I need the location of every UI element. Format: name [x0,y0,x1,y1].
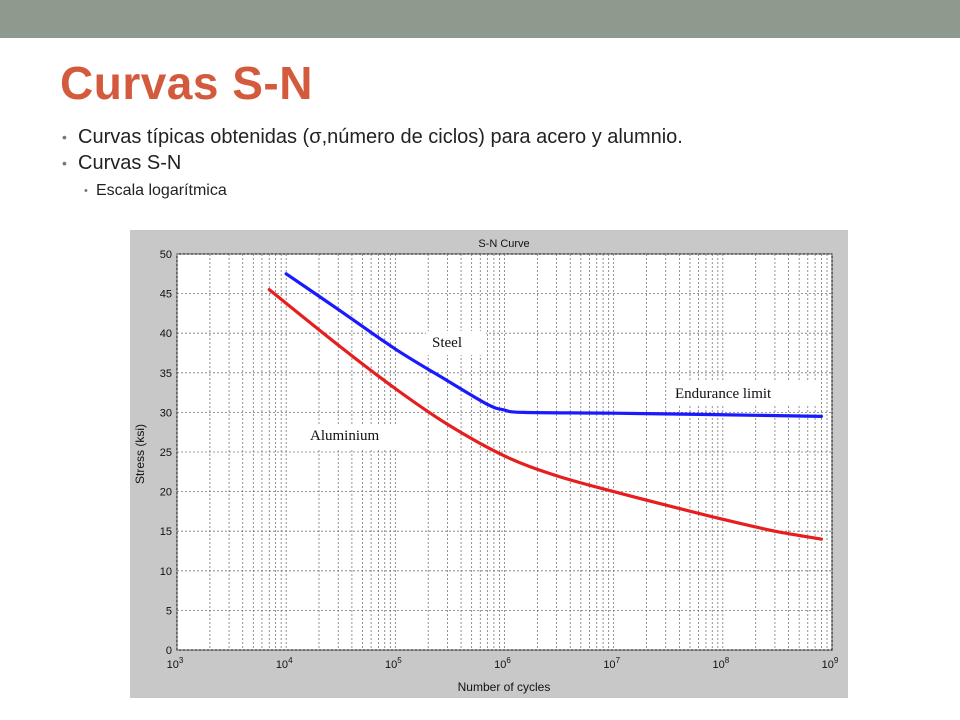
y-tick-label: 5 [166,605,172,617]
grid-lines [176,253,833,651]
annotation-endurance-limit-box [669,382,819,406]
x-tick-label: 107 [603,656,620,671]
x-tick-label: 109 [822,656,839,671]
y-axis-label: Stress (ksi) [133,424,147,484]
chart-title: S-N Curve [478,238,529,250]
annotation-aluminium-box [304,424,404,448]
x-tick-label: 103 [167,656,184,671]
y-tick-label: 30 [160,407,172,419]
annotation-aluminium: Aluminium [310,428,380,444]
x-tick-label: 108 [712,656,729,671]
bullet-text: Curvas típicas obtenidas (σ,número de ci… [78,126,683,148]
x-tick-label: 106 [494,656,511,671]
series-line-steel [284,272,824,418]
bullet-item: • Curvas típicas obtenidas (σ,número de … [60,124,920,150]
y-tick-label: 15 [160,526,172,538]
bullet-text: Curvas S-N [78,152,182,174]
annotation-endurance-limit: Endurance limit [675,386,772,402]
sub-bullet-item: • Escala logarítmica [82,178,920,204]
bullet-dot-icon: • [62,129,67,145]
y-tick-label: 0 [166,645,172,657]
sub-bullet-text: Escala logarítmica [96,182,227,199]
top-accent-bar [0,0,960,38]
y-tick-label: 20 [160,487,172,499]
sn-chart-svg: 0 5 10 15 20 25 30 35 40 45 50 103 104 105 106 107 108 10… [130,230,848,698]
x-tick-label: 104 [276,656,293,671]
y-tick-label: 45 [160,289,172,301]
bullet-list: • Curvas típicas obtenidas (σ,número de … [60,124,920,204]
axis-ticks: 0 5 10 15 20 25 30 35 40 45 50 103 104 105 106 107 108 10… [160,249,839,671]
slide-title: Curvas S-N [60,57,313,109]
y-tick-label: 35 [160,368,172,380]
annotation-steel: Steel [432,335,462,351]
annotation-steel-box [426,331,486,355]
x-tick-label: 105 [385,656,402,671]
x-axis-label: Number of cycles [458,680,551,694]
y-tick-label: 10 [160,566,172,578]
y-tick-label: 25 [160,447,172,459]
bullet-item: • Curvas S-N [60,150,920,176]
bullet-dot-icon: • [84,185,88,197]
data-series [267,272,824,541]
bullet-dot-icon: • [62,155,67,171]
chart-annotations: Steel Aluminium Endurance limit [304,331,819,448]
sn-chart: 0 5 10 15 20 25 30 35 40 45 50 103 104 105 106 107 108 10… [130,230,848,698]
y-tick-label: 40 [160,328,172,340]
y-tick-label: 50 [160,249,172,261]
series-line-aluminium [267,288,824,541]
